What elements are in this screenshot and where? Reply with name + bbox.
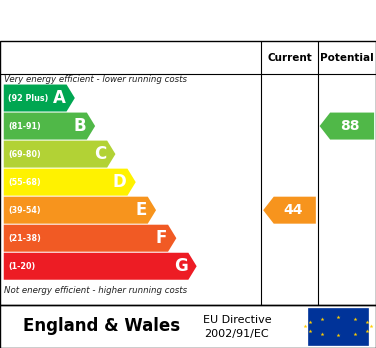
Text: EU Directive: EU Directive [203, 315, 271, 325]
Text: Not energy efficient - higher running costs: Not energy efficient - higher running co… [4, 285, 187, 294]
Polygon shape [4, 225, 176, 252]
Text: G: G [174, 257, 188, 275]
Polygon shape [4, 85, 75, 111]
Polygon shape [263, 197, 316, 224]
Text: Potential: Potential [320, 53, 374, 63]
Bar [308, 308, 368, 345]
Polygon shape [320, 112, 374, 140]
Text: F: F [156, 229, 167, 247]
Polygon shape [4, 141, 115, 168]
Polygon shape [4, 112, 95, 140]
Text: (21-38): (21-38) [8, 234, 41, 243]
Text: (69-80): (69-80) [8, 150, 41, 159]
Text: B: B [73, 117, 86, 135]
Text: D: D [113, 173, 127, 191]
Text: (81-91): (81-91) [8, 121, 41, 130]
Text: (55-68): (55-68) [8, 177, 41, 187]
Polygon shape [4, 253, 197, 280]
Text: England & Wales: England & Wales [23, 317, 180, 335]
Text: 88: 88 [340, 119, 360, 133]
Text: E: E [136, 201, 147, 219]
Text: Energy Efficiency Rating: Energy Efficiency Rating [64, 11, 312, 30]
Polygon shape [4, 169, 136, 196]
Text: C: C [94, 145, 106, 163]
Text: A: A [53, 89, 66, 107]
Text: 2002/91/EC: 2002/91/EC [205, 329, 269, 339]
Text: Current: Current [267, 53, 312, 63]
Text: Very energy efficient - lower running costs: Very energy efficient - lower running co… [4, 75, 187, 84]
Text: (1-20): (1-20) [8, 262, 35, 271]
Text: (92 Plus): (92 Plus) [8, 94, 49, 103]
Polygon shape [4, 197, 156, 224]
Text: (39-54): (39-54) [8, 206, 41, 215]
Text: 44: 44 [283, 203, 302, 217]
